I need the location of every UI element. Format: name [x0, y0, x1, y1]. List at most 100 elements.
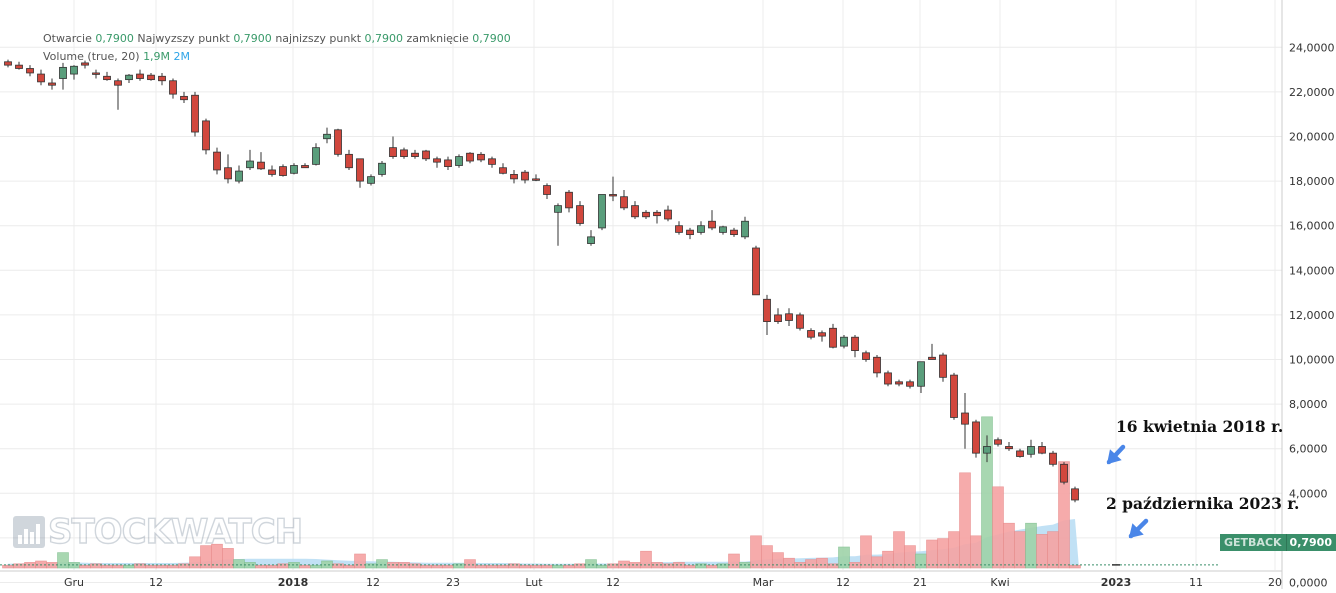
candle-body	[103, 75, 111, 81]
candle	[15, 61, 23, 70]
candle	[675, 221, 683, 235]
annotation-arrows	[1106, 444, 1149, 539]
volume-bar	[805, 559, 817, 569]
candle	[642, 210, 650, 220]
candle-body	[455, 156, 463, 166]
candle-body	[389, 147, 397, 157]
volume-bar	[1058, 461, 1070, 569]
volume-bar	[2, 564, 14, 569]
volume-bar	[992, 486, 1004, 569]
candle-body	[730, 229, 738, 236]
candle	[1060, 462, 1068, 485]
candle-body	[191, 94, 199, 133]
candle	[411, 149, 419, 159]
candle-body	[356, 158, 364, 182]
candle	[763, 294, 771, 335]
candle	[444, 156, 452, 170]
candle	[114, 78, 122, 110]
candle	[279, 164, 287, 177]
x-tick-label: 2018	[278, 576, 309, 589]
close-value: 0,7900	[472, 32, 511, 45]
candle-body	[851, 336, 859, 351]
candle	[906, 379, 914, 389]
volume-bar	[376, 559, 388, 569]
volume-bar	[893, 531, 905, 569]
x-tick-label: 12	[149, 576, 163, 589]
volume-bar	[365, 563, 377, 569]
volume-bar	[189, 556, 201, 569]
candle-body	[796, 314, 804, 329]
volume-bar	[563, 564, 575, 569]
candle-body	[70, 65, 78, 75]
volume-bar	[717, 563, 729, 569]
candle	[818, 330, 826, 342]
price-tag-separator	[1285, 534, 1287, 551]
candle	[741, 216, 749, 240]
candle	[653, 210, 661, 224]
candle-body	[158, 75, 166, 82]
volume-bar	[541, 564, 553, 569]
candle	[994, 437, 1002, 447]
candle-body	[1027, 446, 1035, 455]
candle-body	[246, 160, 254, 169]
candle-body	[312, 147, 320, 165]
candle	[785, 308, 793, 327]
volume-bar	[750, 535, 762, 569]
candle	[202, 118, 210, 155]
candle-body	[609, 194, 617, 197]
candle	[488, 156, 496, 168]
candle-body	[521, 171, 529, 181]
ticker-label: GETBACK	[1224, 536, 1282, 549]
candle	[334, 128, 342, 157]
candle-body	[4, 61, 12, 66]
candle	[950, 372, 958, 420]
candle	[686, 227, 694, 240]
open-value: 0,7900	[95, 32, 134, 45]
candle-body	[136, 73, 144, 79]
volume-bar	[1047, 531, 1059, 569]
candle	[37, 69, 45, 86]
candle	[862, 350, 870, 362]
volume-bar	[761, 545, 773, 569]
candle-body	[147, 74, 155, 81]
candle-body	[664, 209, 672, 220]
candle	[719, 225, 727, 235]
volume-bar	[860, 535, 872, 569]
x-tick-label: 23	[446, 576, 460, 589]
candle-body	[15, 64, 23, 69]
volume-bar	[585, 559, 597, 569]
candle-body	[807, 330, 815, 338]
volume-bar	[101, 564, 113, 569]
y-tick-label: 8,0000	[1289, 398, 1328, 411]
candle	[972, 419, 980, 458]
candle	[983, 435, 991, 463]
stockwatch-logo-icon	[13, 516, 45, 548]
candle	[169, 78, 177, 99]
candle-body	[114, 80, 122, 86]
volume-bar	[530, 564, 542, 569]
candle-body	[774, 314, 782, 322]
candle-body	[400, 149, 408, 157]
candle	[873, 355, 881, 378]
candle-body	[334, 129, 342, 155]
volume-bar	[123, 564, 135, 569]
candle	[389, 136, 397, 159]
volume-bar	[1069, 564, 1081, 569]
volume-bar	[948, 531, 960, 569]
volume-bar	[167, 564, 179, 569]
x-tick-label: 12	[366, 576, 380, 589]
candle	[510, 169, 518, 184]
volume-value-a: 1,9M	[143, 50, 171, 63]
volume-bar	[519, 564, 531, 569]
candle	[356, 158, 364, 188]
candle-body	[631, 205, 639, 218]
candle-body	[81, 62, 89, 66]
candle	[103, 71, 111, 81]
volume-bar	[871, 556, 883, 569]
candle-body	[653, 211, 661, 217]
volume-bar	[486, 564, 498, 569]
candle	[631, 201, 639, 220]
volume-bar	[156, 564, 168, 569]
